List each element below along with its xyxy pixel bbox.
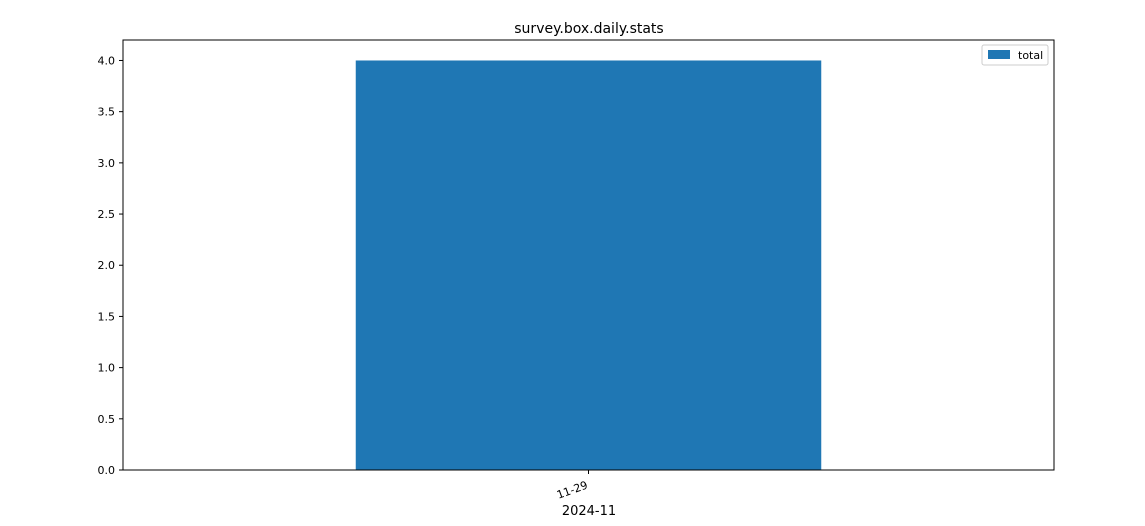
y-tick-label: 1.0 <box>98 362 116 375</box>
y-tick-label: 3.5 <box>98 106 116 119</box>
y-tick-label: 2.0 <box>98 259 116 272</box>
y-axis: 0.0 0.5 1.0 1.5 2.0 2.5 3.0 3.5 4.0 <box>98 54 123 477</box>
y-tick-label: 1.5 <box>98 310 116 323</box>
legend-swatch-total <box>988 50 1010 59</box>
bar-total-11-29 <box>355 60 822 470</box>
legend: total <box>981 44 1049 66</box>
legend-label-total: total <box>1018 49 1043 62</box>
y-tick-label: 0.0 <box>98 464 116 477</box>
x-axis: 11-29 <box>555 470 590 502</box>
bars-group <box>355 60 822 470</box>
y-tick-label: 0.5 <box>98 413 116 426</box>
plot-frame <box>122 39 1055 471</box>
y-tick-label: 4.0 <box>98 54 116 67</box>
y-tick-label: 3.0 <box>98 157 116 170</box>
x-tick-label: 11-29 <box>555 479 589 502</box>
y-tick-label: 2.5 <box>98 208 116 221</box>
x-axis-label: 2024-11 <box>562 504 616 519</box>
chart-title: survey.box.daily.stats <box>514 21 663 37</box>
